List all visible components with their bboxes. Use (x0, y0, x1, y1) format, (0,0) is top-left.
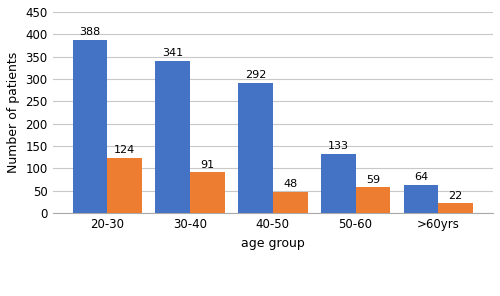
Bar (190, 173, 225, 213)
X-axis label: age group: age group (241, 237, 304, 250)
Bar (238, 83, 273, 213)
Y-axis label: Number of patients: Number of patients (7, 52, 20, 173)
Bar (273, 192, 308, 213)
Text: 91: 91 (200, 160, 214, 170)
Bar (156, 61, 190, 213)
Bar (108, 158, 142, 213)
Bar (321, 154, 356, 213)
Text: 64: 64 (414, 172, 428, 182)
Text: 48: 48 (283, 179, 298, 189)
Text: 292: 292 (245, 70, 266, 80)
Bar (404, 184, 438, 213)
Text: 388: 388 (80, 28, 100, 37)
Text: 124: 124 (114, 145, 136, 155)
Bar (72, 40, 108, 213)
Bar (356, 187, 390, 213)
Text: 59: 59 (366, 175, 380, 184)
Text: 341: 341 (162, 49, 184, 58)
Bar (438, 203, 473, 213)
Text: 133: 133 (328, 141, 348, 152)
Text: 22: 22 (448, 191, 463, 201)
